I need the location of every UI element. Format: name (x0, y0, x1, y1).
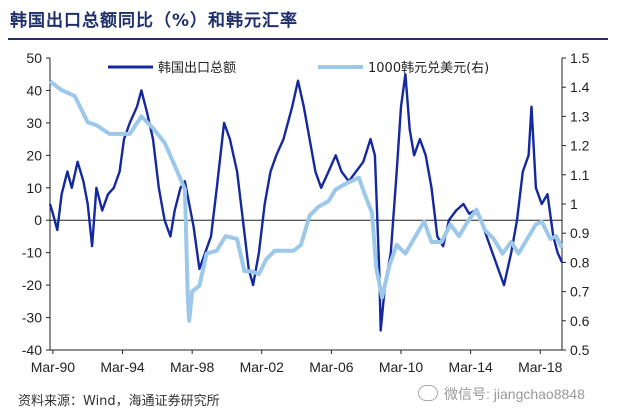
legend-label: 1000韩元兑美元(右) (368, 61, 489, 76)
y-right-tick-label: 0.5 (570, 342, 590, 358)
source-note: 资料来源：Wind，海通证券研究所 (18, 394, 220, 409)
x-tick-label: Mar-14 (448, 359, 493, 375)
y-right-tick-label: 0.7 (570, 284, 590, 300)
series-line-fx (48, 79, 564, 323)
x-tick-label: Mar-18 (518, 359, 563, 375)
y-left-tick-label: 20 (26, 147, 42, 163)
y-right-tick-label: 0.9 (570, 225, 590, 241)
chart-title: 韩国出口总额同比（%）和韩元汇率 (10, 11, 299, 31)
x-tick-label: Mar-06 (309, 359, 354, 375)
x-tick-label: Mar-02 (240, 359, 285, 375)
y-left-tick-label: -10 (22, 245, 42, 261)
wechat-icon (418, 385, 438, 401)
y-left-tick-label: 50 (26, 50, 42, 66)
y-right-tick-label: 0.6 (570, 313, 590, 329)
y-left-tick-label: 0 (34, 212, 42, 228)
legend-label: 韩国出口总额 (158, 61, 236, 76)
y-right-tick-label: 0.8 (570, 254, 590, 270)
y-right-tick-label: 1.3 (570, 108, 590, 124)
y-left-tick-label: -40 (22, 342, 42, 358)
title-divider (8, 38, 608, 40)
y-right-tick-label: 1.1 (570, 167, 590, 183)
x-tick-label: Mar-98 (170, 359, 215, 375)
watermark: 微信号: jiangchao8848 (418, 384, 585, 404)
y-right-tick-label: 1.4 (570, 79, 590, 95)
y-right-tick-label: 1.5 (570, 50, 590, 66)
y-left-tick-label: -20 (22, 277, 42, 293)
y-right-tick-label: 1.2 (570, 138, 590, 154)
series-line-exports (48, 72, 564, 332)
y-left-tick-label: 10 (26, 180, 42, 196)
y-right-tick-label: 1 (570, 196, 578, 212)
y-left-tick-label: -30 (22, 310, 42, 326)
y-left-tick-label: 40 (26, 82, 42, 98)
x-tick-label: Mar-94 (100, 359, 145, 375)
watermark-text: 微信号: jiangchao8848 (444, 386, 585, 402)
y-left-tick-label: 30 (26, 115, 42, 131)
x-tick-label: Mar-90 (31, 359, 76, 375)
x-tick-label: Mar-10 (379, 359, 424, 375)
